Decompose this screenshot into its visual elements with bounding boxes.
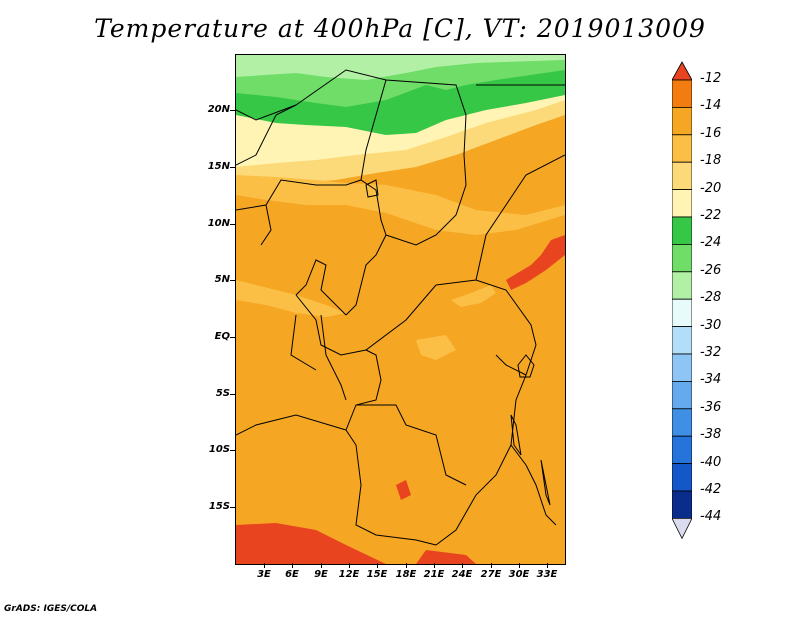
colorbar-label: -30: [700, 317, 722, 333]
colorbar-label: -20: [700, 180, 722, 196]
lon-tick: [292, 563, 293, 568]
lon-tick: [321, 563, 322, 568]
band-minus26: [236, 55, 565, 80]
band-minus16: [236, 175, 565, 235]
borders: [236, 69, 565, 546]
lat-tick: [230, 224, 236, 225]
lon-label: 15E: [366, 569, 388, 580]
colorbar-over-triangle: [672, 61, 692, 81]
colorbar-segment: [672, 298, 692, 327]
colorbar-label: -38: [700, 427, 722, 443]
colorbar-segment: [672, 380, 692, 410]
colorbar-segment: [672, 216, 692, 245]
lat-tick: [230, 337, 236, 338]
colorbar-segment: [672, 271, 692, 300]
lat-label: 20N: [207, 104, 230, 115]
colorbar-label: -32: [700, 345, 722, 360]
colorbar-segment: [672, 490, 692, 519]
colorbar-under-triangle: [672, 517, 692, 540]
lat-tick: [230, 507, 236, 508]
colorbar-segment: [672, 189, 692, 218]
map-panel: [235, 54, 566, 565]
colorbar-label: -26: [700, 262, 722, 278]
lat-tick: [230, 280, 236, 281]
colorbar-label: -28: [700, 290, 722, 306]
colorbar-segment: [672, 326, 692, 355]
colorbar-label: -18: [700, 153, 722, 169]
colorbar-segment: [672, 243, 692, 273]
lat-tick: [230, 110, 236, 111]
colorbar-label: -44: [700, 509, 722, 525]
band-minus12-sw: [236, 523, 386, 564]
lat-label: EQ: [214, 331, 230, 342]
colorbar-segment: [672, 435, 692, 465]
lat-tick: [230, 167, 236, 168]
colorbar-label: -34: [700, 372, 722, 388]
lon-tick: [462, 563, 463, 568]
footer-credit: GrADS: IGES/COLA: [4, 604, 98, 614]
lat-label: 15S: [208, 501, 230, 512]
lon-tick: [349, 563, 350, 568]
colorbar-label: -36: [700, 399, 722, 415]
lon-tick: [377, 563, 378, 568]
colorbar: [672, 61, 692, 540]
lon-label: 30E: [508, 569, 530, 580]
lon-label: 24E: [451, 569, 473, 580]
colorbar-label: -22: [700, 208, 722, 223]
band-minus12-east: [506, 235, 565, 290]
colorbar-label: -24: [700, 235, 722, 251]
temperature-field-map: [236, 55, 565, 564]
lat-label: 10N: [207, 218, 230, 229]
colorbar-label: -42: [700, 482, 722, 497]
lat-label: 5N: [214, 274, 230, 285]
band-minus12-s: [416, 550, 476, 564]
lat-tick: [230, 450, 236, 451]
lon-tick: [547, 563, 548, 568]
colorbar-segment: [672, 107, 692, 136]
lon-tick: [406, 563, 407, 568]
lon-label: 12E: [338, 569, 360, 580]
lon-tick: [434, 563, 435, 568]
lon-label: 6E: [285, 569, 299, 580]
lakes: [365, 179, 551, 506]
colorbar-segment: [672, 463, 692, 492]
lon-tick: [519, 563, 520, 568]
colorbar-label: -16: [700, 125, 722, 141]
colorbar-label: -14: [700, 98, 722, 114]
colorbar-segment: [672, 161, 692, 190]
chart-title: Temperature at 400hPa [C], VT: 201901300…: [94, 14, 706, 43]
lon-label: 18E: [395, 569, 417, 580]
lon-label: 9E: [314, 569, 328, 580]
colorbar-label: -40: [700, 454, 722, 470]
colorbar-label: -12: [700, 71, 722, 86]
lon-tick: [264, 563, 265, 568]
colorbar-segment: [672, 353, 692, 382]
patch-minus16-b: [416, 335, 456, 360]
patch-minus16-c: [236, 280, 346, 317]
lat-label: 10S: [208, 444, 230, 455]
colorbar-segment: [672, 134, 692, 163]
lat-label: 15N: [207, 161, 230, 172]
lon-label: 33E: [536, 569, 558, 580]
lat-label: 5S: [215, 388, 230, 399]
colorbar-segment: [672, 79, 692, 108]
patch-minus16-a: [451, 285, 496, 307]
lon-label: 27E: [480, 569, 502, 580]
colorbar-segment: [672, 408, 692, 437]
lon-label: 3E: [257, 569, 271, 580]
patch-minus12-d: [396, 480, 411, 500]
lon-label: 21E: [423, 569, 445, 580]
lon-tick: [491, 563, 492, 568]
band-minus14-region: [236, 175, 565, 564]
lat-tick: [230, 394, 236, 395]
